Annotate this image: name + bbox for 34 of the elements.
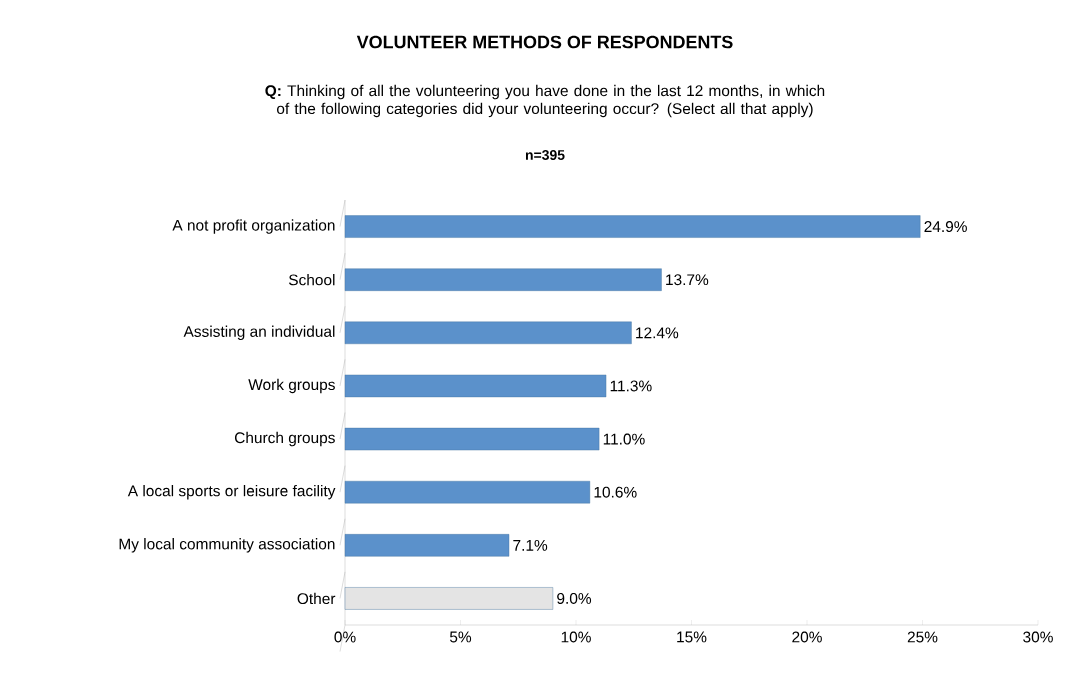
bar: [344, 374, 607, 398]
x-tick-label: 30%: [1023, 631, 1053, 643]
bar: [344, 215, 921, 238]
x-tick-label: 0%: [334, 631, 356, 643]
x-tick-label: 25%: [907, 631, 938, 643]
x-tick-label: 10%: [561, 631, 591, 643]
data-label: 11.0%: [603, 433, 645, 445]
x-tick-label: 20%: [792, 631, 822, 643]
y-tick-label: A local sports or leisure facility: [127, 485, 336, 500]
data-label: 13.7%: [666, 274, 709, 286]
bar: [344, 534, 510, 557]
y-tick-label: Work groups: [248, 378, 335, 394]
y-tick-label: My local community association: [119, 538, 335, 553]
data-label: 7.1%: [513, 539, 548, 551]
chart-title: VOLUNTEER METHODS OF RESPONDENTS: [356, 35, 733, 49]
bar: [344, 321, 632, 345]
y-tick-label: School: [288, 274, 335, 286]
y-tick-label: A not profit organization: [172, 219, 335, 234]
bar: [344, 268, 662, 291]
data-label: 10.6%: [594, 486, 637, 498]
data-label: 11.3%: [610, 380, 652, 392]
data-label: 9.0%: [557, 592, 592, 604]
bar: [344, 587, 554, 610]
x-tick-label: 5%: [449, 631, 472, 643]
chart-subtitle: Q: Thinking of all the volunteering you have done in the last 12 months, in which of the following categories did your volunteering occur? (Select all that apply): [265, 84, 825, 118]
y-tick-label: Assisting an individual: [183, 325, 335, 341]
y-tick-label: Church groups: [234, 431, 335, 447]
bar: [344, 427, 600, 451]
data-label: 12.4%: [636, 327, 679, 339]
y-tick-label: Other: [297, 592, 336, 605]
bar: [344, 480, 591, 504]
x-tick-label: 15%: [677, 631, 707, 643]
text: n=395: [525, 150, 565, 160]
data-label: 24.9%: [924, 221, 967, 233]
